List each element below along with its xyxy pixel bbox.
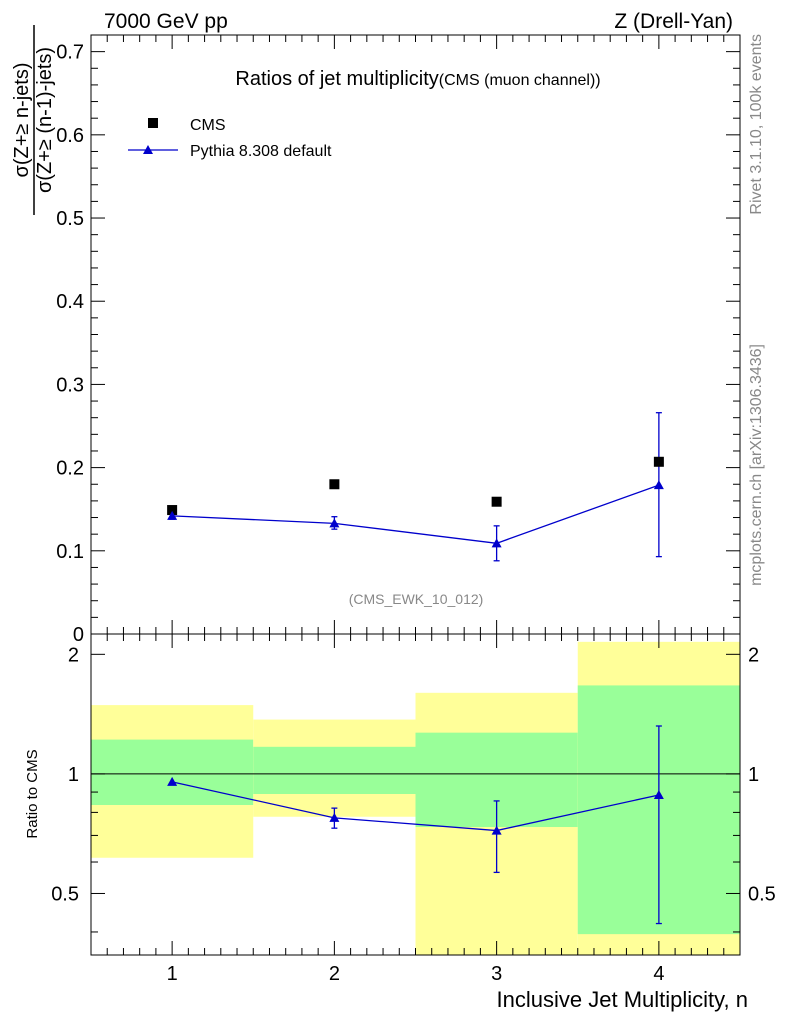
main-y-denominator: σ(Z+≥ (n-1)-jets) bbox=[34, 47, 56, 193]
cms-data-point bbox=[167, 505, 178, 516]
rivet-label: Rivet 3.1.10, 100k events bbox=[748, 34, 765, 215]
pythia-data-point bbox=[329, 518, 340, 528]
main-y-tick-label: 0.3 bbox=[56, 374, 84, 396]
x-tick-label: 4 bbox=[653, 963, 664, 985]
main-y-tick-label: 0.6 bbox=[56, 125, 84, 147]
ratio-y-axis-label: Ratio to CMS bbox=[24, 749, 41, 838]
main-title-text: Ratios of jet multiplicity bbox=[235, 68, 438, 90]
stat-uncertainty-band bbox=[253, 746, 416, 794]
main-y-tick-label: 0 bbox=[73, 624, 84, 646]
ratio-data-point bbox=[491, 825, 502, 835]
x-tick-label: 3 bbox=[491, 963, 502, 985]
stat-uncertainty-band bbox=[91, 739, 254, 806]
main-title: Ratios of jet multiplicity(CMS (muon cha… bbox=[235, 68, 600, 90]
main-y-tick-label: 0.5 bbox=[56, 208, 84, 230]
cms-data-point bbox=[653, 456, 664, 467]
cms-data-point bbox=[329, 479, 340, 490]
header-left: 7000 GeV pp bbox=[104, 10, 228, 33]
ratio-y-tick-label-right: 0.5 bbox=[748, 883, 776, 905]
mcplots-label: mcplots.cern.ch [arXiv:1306.3436] bbox=[748, 344, 765, 586]
legend-cms-marker bbox=[148, 118, 158, 128]
ratio-data-point bbox=[329, 812, 340, 822]
main-y-tick-label: 0.7 bbox=[56, 42, 84, 64]
x-tick-label: 1 bbox=[167, 963, 178, 985]
pythia-series-line bbox=[172, 484, 660, 544]
legend-pythia-marker bbox=[143, 145, 153, 154]
main-y-axis-label: σ(Z+≥ n-jets) σ(Z+≥ (n-1)-jets) bbox=[11, 25, 56, 215]
main-y-tick-label: 0.2 bbox=[56, 458, 84, 480]
x-tick-label: 2 bbox=[329, 963, 340, 985]
analysis-tag: (CMS_EWK_10_012) bbox=[349, 591, 484, 607]
cms-data-point bbox=[491, 496, 502, 507]
pythia-data-point bbox=[491, 538, 502, 548]
legend-cms-label: CMS bbox=[190, 117, 226, 134]
ratio-y-tick-label-left: 0.5 bbox=[51, 883, 79, 905]
main-plot-frame bbox=[90, 34, 741, 635]
main-plot: Ratios of jet multiplicity(CMS (muon cha… bbox=[11, 25, 741, 646]
main-subtitle-text: (CMS (muon channel)) bbox=[439, 72, 601, 89]
ratio-y-tick-label-right: 1 bbox=[748, 764, 759, 786]
main-y-numerator: σ(Z+≥ n-jets) bbox=[11, 63, 33, 178]
ratio-data-point bbox=[653, 789, 664, 799]
x-axis-label: Inclusive Jet Multiplicity, n bbox=[497, 987, 748, 1012]
ratio-data-point bbox=[167, 776, 178, 786]
main-y-tick-label: 0.1 bbox=[56, 541, 84, 563]
legend-pythia-label: Pythia 8.308 default bbox=[190, 143, 332, 160]
ratio-series-line bbox=[171, 781, 660, 832]
pythia-data-point bbox=[167, 510, 178, 520]
ratio-y-tick-label-left: 2 bbox=[68, 644, 79, 666]
ratio-plot: 0.5 0.5 1 1 2 2 1 2 3 4 Ratio to CMS Inclusive Je… bbox=[24, 633, 776, 1012]
ratio-y-tick-label-left: 1 bbox=[68, 764, 79, 786]
header-right: Z (Drell-Yan) bbox=[614, 10, 733, 33]
ratio-y-tick-label-right: 2 bbox=[748, 644, 759, 666]
legend: CMS Pythia 8.308 default bbox=[128, 117, 332, 160]
main-y-tick-label: 0.4 bbox=[56, 291, 84, 313]
pythia-data-point bbox=[653, 480, 664, 490]
